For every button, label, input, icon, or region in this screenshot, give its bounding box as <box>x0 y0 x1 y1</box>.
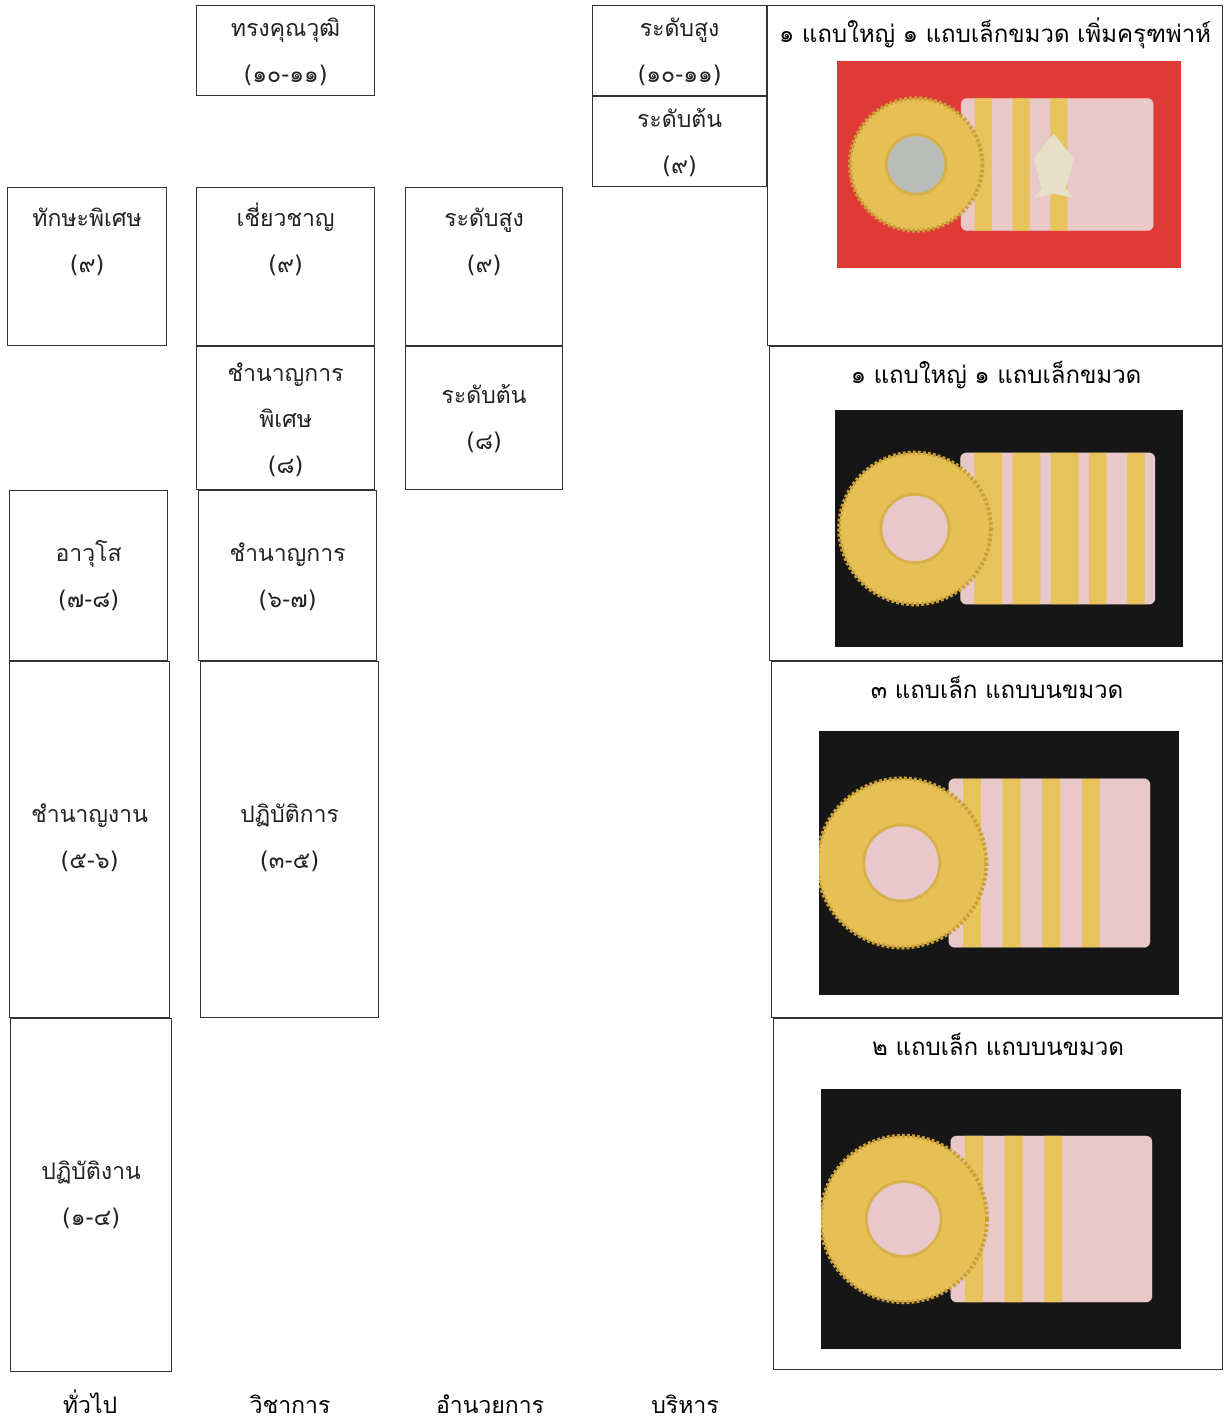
epaulette-panel: ๓ แถบเล็ก แถบบนขมวด <box>771 661 1223 1018</box>
epaulette-part <box>1042 778 1061 948</box>
grade-box: เชี่ยวชาญ (๙) <box>196 187 375 346</box>
column-label: ทั่วไป <box>62 1393 118 1419</box>
grade-text: เชี่ยวชาญ <box>236 206 335 232</box>
column-label: อำนวยการ <box>435 1393 545 1419</box>
grade-text: (๕-๖) <box>60 848 119 874</box>
epaulette-part <box>1004 1135 1023 1303</box>
grade-text: ชำนาญการ <box>229 541 346 567</box>
grade-text: ทรงคุณวุฒิ <box>230 16 341 42</box>
epaulette-part <box>879 492 951 565</box>
epaulette-panel: ๑ แถบใหญ่ ๑ แถบเล็กขมวด <box>769 346 1223 661</box>
grade-box: ระดับต้น (๘) <box>405 346 563 490</box>
epaulette-part <box>1044 1135 1063 1303</box>
column-label: บริหาร <box>651 1393 719 1419</box>
epaulette-panel: ๑ แถบใหญ่ ๑ แถบเล็กขมวด เพิ่มครุฑพ่าห์ <box>767 5 1223 346</box>
grade-box: ระดับสูง (๙) <box>405 187 563 346</box>
epaulette-part <box>864 1180 943 1258</box>
grade-text: ระดับต้น <box>441 383 527 409</box>
grade-text: พิเศษ <box>259 407 312 433</box>
grade-text: (๑๐-๑๑) <box>243 62 328 88</box>
grade-box: ปฏิบัติงาน (๑-๔) <box>10 1018 172 1372</box>
epaulette-caption: ๓ แถบเล็ก แถบบนขมวด <box>870 676 1124 704</box>
epaulette-caption: ๑ แถบใหญ่ ๑ แถบเล็กขมวด <box>850 361 1142 389</box>
epaulette-panel: ๒ แถบเล็ก แถบบนขมวด <box>773 1018 1223 1370</box>
epaulette-image <box>819 731 1179 995</box>
epaulette-part <box>1089 452 1107 605</box>
grade-text: (๘) <box>466 429 502 455</box>
grade-text: (๙) <box>466 252 502 278</box>
grade-box: ชำนาญการพิเศษ (๘) <box>196 346 375 490</box>
grade-box: ระดับต้น (๙) <box>592 96 767 187</box>
grade-text: ทักษะพิเศษ <box>32 206 142 232</box>
grade-text: ชำนาญการ <box>227 361 344 387</box>
epaulette-image <box>837 61 1181 268</box>
epaulette-part <box>1033 133 1074 199</box>
grade-text: (๖-๗) <box>258 587 317 613</box>
epaulette-part <box>1012 98 1030 231</box>
grade-text: อาวุโส <box>55 541 122 567</box>
epaulette-caption: ๒ แถบเล็ก แถบบนขมวด <box>872 1033 1124 1061</box>
grade-text: (๙) <box>69 252 105 278</box>
grade-text: ระดับต้น <box>637 107 722 133</box>
grade-text: (๗-๘) <box>57 587 120 613</box>
grade-text: (๑๐-๑๑) <box>637 62 722 88</box>
grade-text: (๘) <box>267 453 304 479</box>
epaulette-caption: ๑ แถบใหญ่ ๑ แถบเล็กขมวด เพิ่มครุฑพ่าห์ <box>779 20 1211 48</box>
epaulette-part <box>1050 452 1079 605</box>
grade-box: ทักษะพิเศษ (๙) <box>7 187 167 346</box>
grade-box: ชำนาญงาน (๕-๖) <box>9 661 170 1018</box>
grade-text: (๙) <box>268 252 303 278</box>
column-label: วิชาการ <box>249 1393 331 1419</box>
grade-text: (๙) <box>662 153 697 179</box>
epaulette-part <box>1081 778 1100 948</box>
epaulette-part <box>862 823 942 903</box>
grade-text: ปฏิบัติงาน <box>41 1159 141 1185</box>
grade-text: (๑-๔) <box>61 1205 121 1231</box>
epaulette-part <box>1127 452 1145 605</box>
epaulette-image <box>835 410 1183 647</box>
grade-text: ปฏิบัติการ <box>240 802 339 828</box>
grade-text: ชำนาญงาน <box>31 802 148 828</box>
grade-text: (๓-๕) <box>259 848 320 874</box>
grade-box: อาวุโส (๗-๘) <box>9 490 168 661</box>
grade-box: ทรงคุณวุฒิ (๑๐-๑๑) <box>196 5 375 96</box>
epaulette-part <box>1002 778 1021 948</box>
grade-text: ระดับสูง <box>639 16 720 42</box>
epaulette-part <box>1012 452 1041 605</box>
epaulette-part <box>884 133 948 196</box>
grade-text: ระดับสูง <box>444 206 524 232</box>
grade-box: ปฏิบัติการ (๓-๕) <box>200 661 379 1018</box>
grade-box: ชำนาญการ (๖-๗) <box>198 490 377 661</box>
grade-box: ระดับสูง (๑๐-๑๑) <box>592 5 767 96</box>
epaulette-image <box>821 1089 1181 1349</box>
